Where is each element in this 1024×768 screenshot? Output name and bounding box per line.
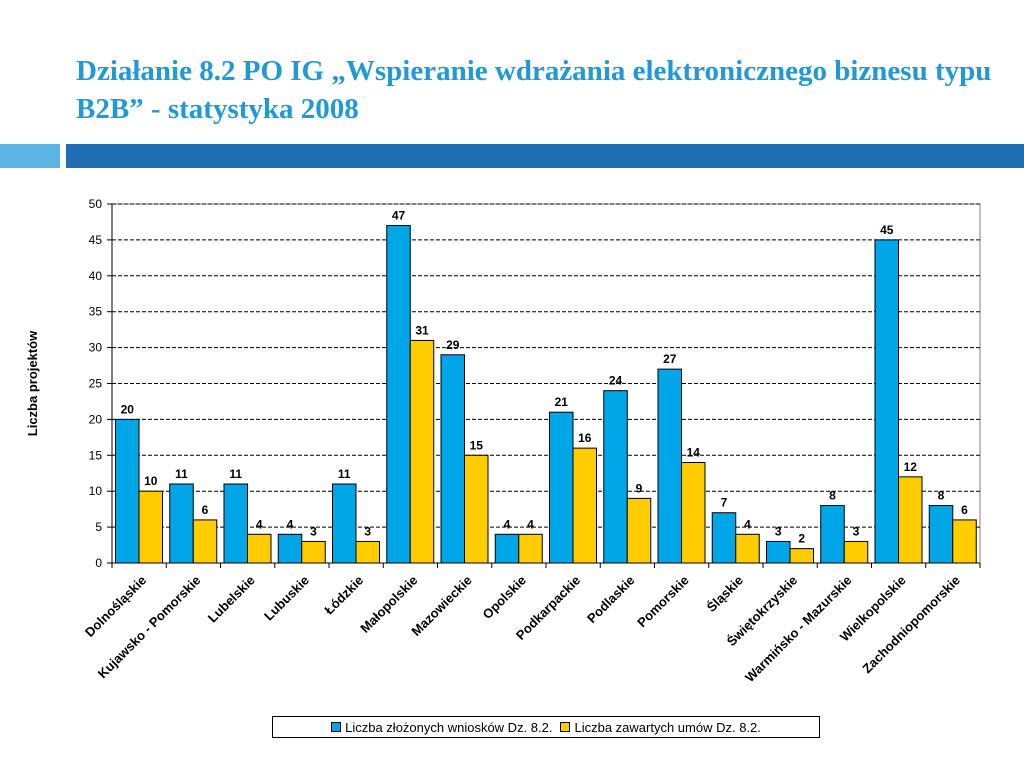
bar-contracts	[789, 548, 814, 564]
accent-square	[0, 144, 60, 168]
data-label-contracts: 16	[578, 431, 592, 445]
bar-contracts	[464, 454, 489, 564]
legend-label-contracts: Liczba zawartych umów Dz. 8.2.	[574, 719, 761, 735]
bar-applications	[711, 512, 737, 564]
legend-item-contracts: Liczba zawartych umów Dz. 8.2.	[560, 719, 761, 735]
category-label: Zachodniopomorskie	[859, 573, 963, 677]
category-label: Śląskie	[704, 573, 746, 615]
data-label-contracts: 4	[256, 517, 263, 531]
bar-contracts	[192, 519, 218, 564]
bar-contracts	[735, 533, 760, 564]
legend-swatch-contracts	[560, 722, 571, 732]
bar-contracts	[572, 447, 597, 564]
data-label-contracts: 4	[527, 517, 534, 531]
data-label-contracts: 3	[853, 524, 860, 538]
data-label-applications: 27	[663, 352, 677, 366]
category-label: Lubelskie	[205, 573, 258, 626]
data-label-applications: 11	[229, 467, 242, 481]
bar-applications	[386, 225, 411, 564]
slide-title: Działanie 8.2 PO IG „Wspieranie wdrażani…	[76, 55, 992, 125]
category-label: Warmińsko - Mazurskie	[742, 573, 854, 685]
data-label-contracts: 31	[415, 323, 429, 337]
data-label-contracts: 6	[202, 503, 209, 517]
data-label-applications: 8	[938, 489, 945, 503]
data-label-applications: 20	[121, 402, 135, 416]
chart-legend: Liczba złożonych wniosków Dz. 8.2. Liczb…	[272, 716, 820, 738]
category-label: Opolskie	[480, 573, 529, 622]
bar-contracts	[138, 490, 163, 564]
bar-applications	[657, 368, 682, 564]
bar-contracts	[681, 461, 706, 564]
bar-applications	[549, 411, 574, 564]
y-tick-label: 20	[89, 412, 103, 426]
y-tick-label: 30	[89, 341, 103, 355]
bar-contracts	[355, 540, 380, 564]
bar-applications	[332, 483, 357, 564]
data-label-applications: 45	[880, 223, 894, 237]
y-tick-label: 45	[89, 233, 103, 247]
data-label-applications: 11	[175, 467, 188, 481]
bar-contracts	[952, 519, 977, 564]
data-label-applications: 4	[504, 517, 511, 531]
category-label: Pomorskie	[634, 573, 692, 631]
data-label-applications: 29	[446, 338, 460, 352]
bar-applications	[440, 354, 465, 564]
category-label: Łódzkie	[321, 573, 366, 618]
data-label-applications: 3	[775, 524, 782, 538]
y-tick-label: 15	[89, 448, 103, 462]
bar-applications	[603, 390, 628, 564]
legend-item-applications: Liczba złożonych wniosków Dz. 8.2.	[331, 720, 552, 735]
y-tick-label: 0	[95, 556, 102, 570]
data-label-applications: 7	[721, 496, 728, 510]
y-tick-label: 25	[89, 377, 103, 391]
bar-contracts	[409, 339, 435, 564]
bar-applications	[766, 540, 791, 564]
data-label-contracts: 10	[144, 474, 158, 488]
y-tick-label: 50	[89, 197, 103, 211]
bar-applications	[874, 239, 899, 564]
bar-contracts	[843, 540, 869, 564]
legend-swatch-applications	[331, 722, 342, 732]
data-label-contracts: 4	[744, 517, 751, 531]
category-label: Kujawsko - Pomorskie	[95, 573, 204, 682]
data-label-applications: 11	[338, 467, 351, 481]
bar-applications	[494, 533, 520, 564]
data-label-contracts: 2	[798, 532, 805, 546]
bar-applications	[115, 418, 140, 564]
bar-contracts	[301, 540, 326, 564]
data-label-applications: 47	[392, 209, 406, 223]
data-label-applications: 24	[609, 374, 623, 388]
data-label-contracts: 12	[904, 460, 918, 474]
data-label-applications: 8	[829, 489, 836, 503]
bar-applications	[928, 505, 954, 564]
y-tick-label: 5	[95, 520, 102, 534]
data-label-applications: 4	[287, 517, 294, 531]
y-axis-title: Liczba projektów	[25, 330, 40, 436]
legend-label-applications: Liczba złożonych wniosków Dz. 8.2.	[345, 719, 553, 735]
category-label: Lubuskie	[261, 573, 312, 624]
data-label-contracts: 6	[961, 503, 968, 517]
y-tick-label: 40	[89, 269, 103, 283]
bar-applications	[820, 505, 845, 564]
y-tick-label: 10	[89, 484, 103, 498]
data-label-contracts: 14	[687, 445, 701, 459]
data-label-contracts: 9	[636, 481, 643, 495]
bar-contracts	[898, 476, 923, 564]
accent-bar	[66, 144, 1024, 168]
bar-contracts	[247, 533, 272, 564]
data-label-contracts: 3	[310, 524, 317, 538]
data-label-applications: 21	[555, 395, 569, 409]
bar-applications	[169, 483, 194, 564]
data-label-contracts: 3	[364, 524, 371, 538]
bar-contracts	[518, 533, 543, 564]
category-label: Podlaskie	[584, 573, 638, 627]
bar-contracts	[626, 497, 652, 564]
bar-applications	[277, 533, 303, 564]
data-label-contracts: 15	[470, 438, 484, 452]
bar-applications	[223, 483, 248, 564]
y-tick-label: 35	[89, 305, 103, 319]
